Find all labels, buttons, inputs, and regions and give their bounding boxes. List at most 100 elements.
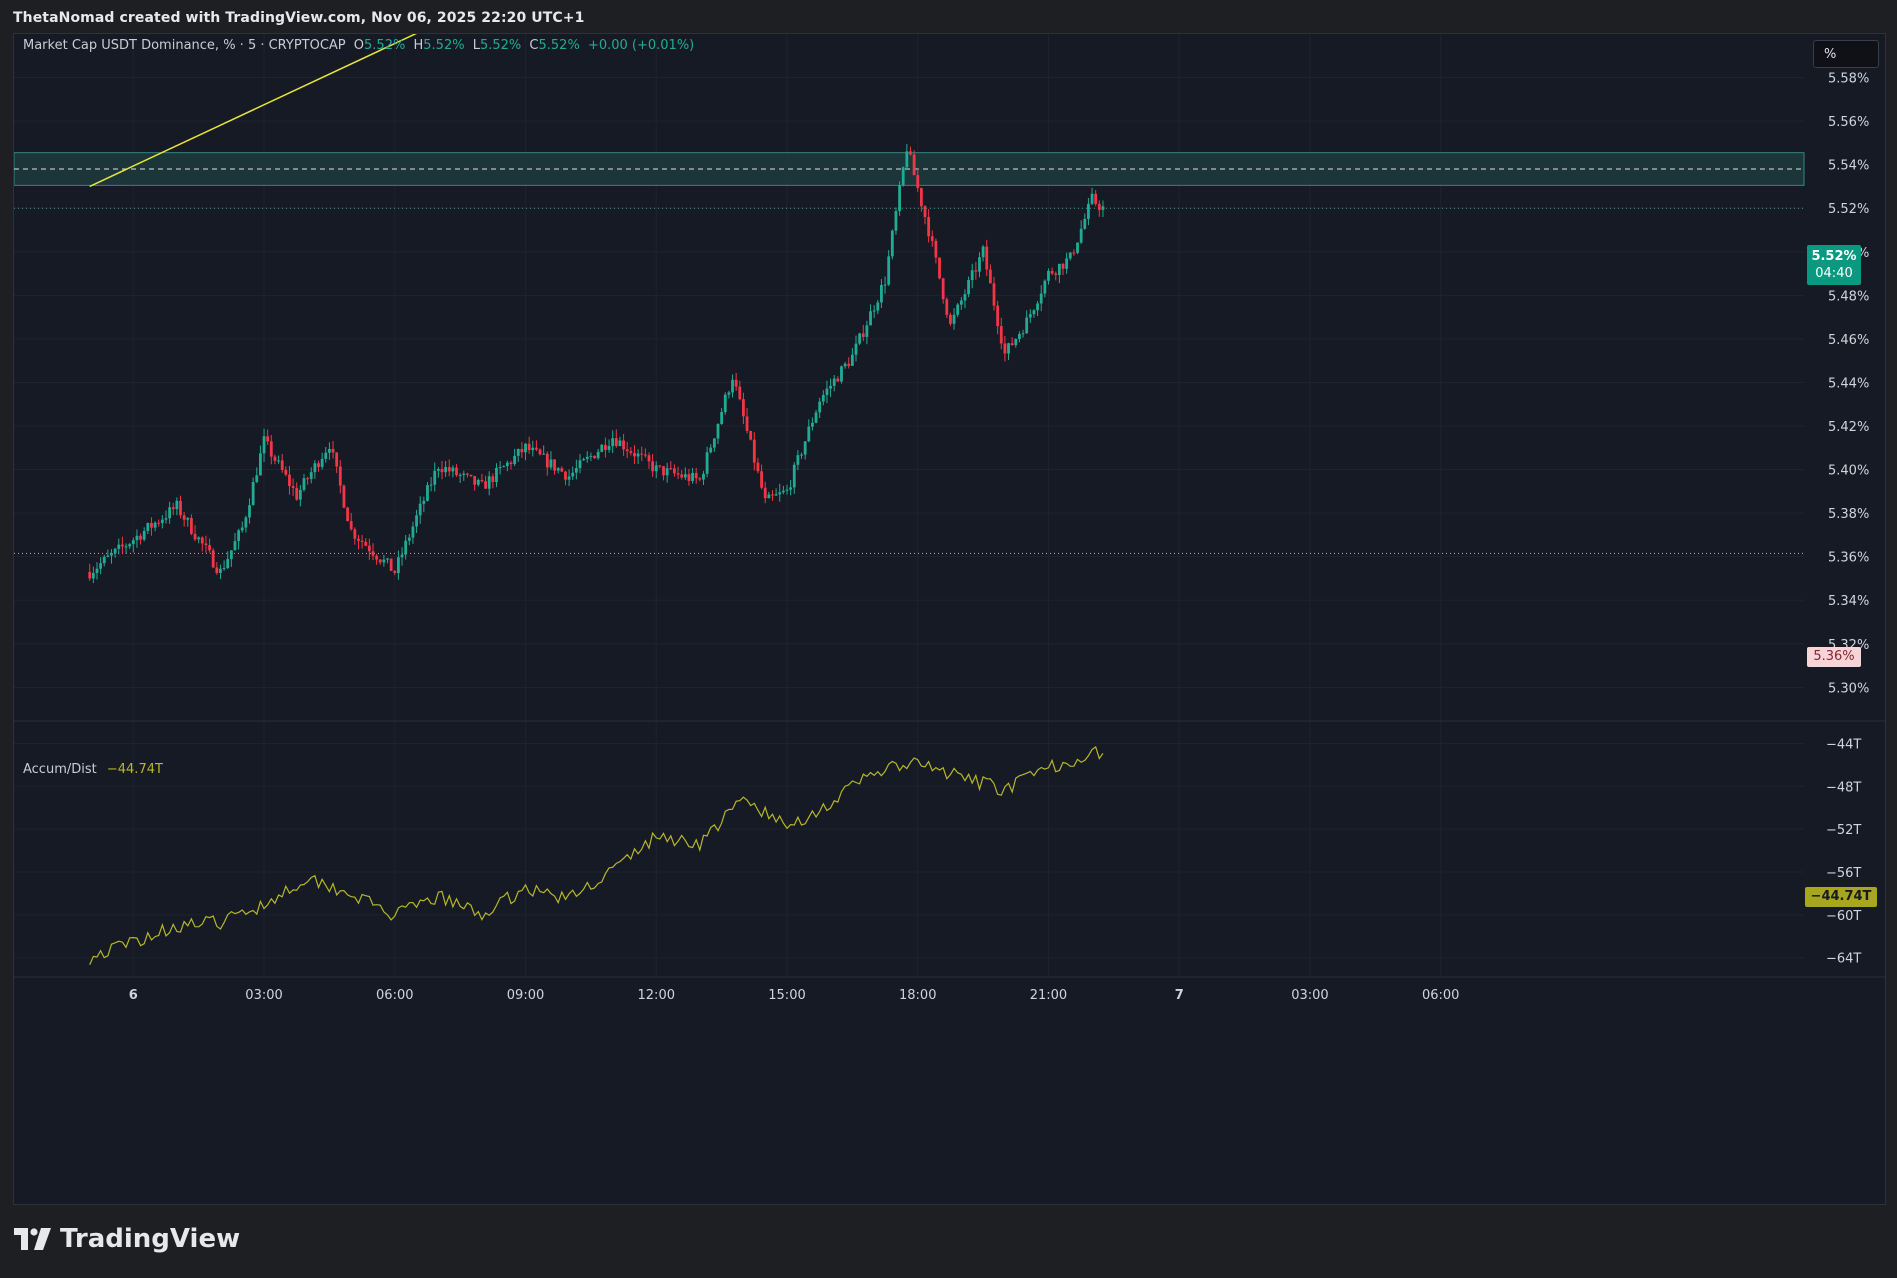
candle-body <box>970 270 974 281</box>
candle-body <box>712 438 716 448</box>
candle-body <box>509 462 513 465</box>
candle-body <box>876 302 880 311</box>
price-tick-label: 5.52% <box>1828 202 1869 217</box>
candle-body <box>818 401 822 413</box>
candle-body <box>524 443 527 453</box>
attribution-header: ThetaNomad created with TradingView.com,… <box>13 10 585 26</box>
price-tick-label: 5.56% <box>1828 115 1869 130</box>
candle-body <box>767 494 771 499</box>
candle-body <box>629 451 633 453</box>
candle-body <box>222 568 226 570</box>
unit-toggle-button[interactable]: % <box>1813 40 1879 68</box>
candle-body <box>255 475 259 483</box>
candle-body <box>335 452 339 467</box>
candle-body <box>582 459 586 461</box>
candle-body <box>662 466 665 476</box>
candle-body <box>153 522 157 528</box>
candle-body <box>451 467 455 472</box>
candle-body <box>259 453 262 476</box>
candle-body <box>847 363 851 366</box>
candle-body <box>872 310 876 312</box>
candle-body <box>1010 343 1014 346</box>
candle-body <box>967 280 970 295</box>
candle-body <box>364 541 368 546</box>
candle-body <box>869 311 872 326</box>
candle-body <box>901 167 905 186</box>
x-tick-label: 06:00 <box>376 988 413 1003</box>
candle-body <box>248 505 251 518</box>
candle-body <box>342 485 346 508</box>
candle-body <box>346 507 349 522</box>
candle-body <box>197 537 201 540</box>
chart-canvas[interactable]: 5.58%5.56%5.54%5.52%5.50%5.48%5.46%5.44%… <box>14 34 1885 1204</box>
indicator-legend: Accum/Dist −44.74T <box>23 762 163 777</box>
price-tick-label: 5.40% <box>1828 464 1869 479</box>
candle-body <box>745 416 749 432</box>
candle-body <box>418 503 422 516</box>
candle-body <box>890 230 894 257</box>
candle-body <box>738 386 742 400</box>
bar-countdown: 04:40 <box>1815 266 1853 281</box>
candle-body <box>531 447 535 451</box>
candle-body <box>956 304 960 315</box>
ad-tick-label: −44T <box>1826 737 1861 752</box>
indicator-name[interactable]: Accum/Dist <box>23 762 97 777</box>
candle-body <box>400 554 404 558</box>
candle-body <box>1087 203 1090 219</box>
x-tick-label: 21:00 <box>1030 988 1067 1003</box>
candle-body <box>208 545 211 551</box>
candle-body <box>774 494 778 496</box>
candle-body <box>280 460 284 470</box>
candle-body <box>643 454 647 456</box>
candle-body <box>694 472 698 479</box>
candle-body <box>389 558 393 571</box>
candle-body <box>302 478 306 490</box>
price-tick-label: 5.48% <box>1828 289 1869 304</box>
candle-body <box>360 540 364 542</box>
brand-name: TradingView <box>60 1224 241 1254</box>
candle-body <box>894 211 898 231</box>
candle-body <box>382 559 386 563</box>
candle-body <box>1050 270 1054 274</box>
chart-frame[interactable]: 5.58%5.56%5.54%5.52%5.50%5.48%5.46%5.44%… <box>13 33 1886 1205</box>
candle-body <box>298 489 302 500</box>
candle-body <box>647 455 651 462</box>
candle-body <box>785 489 789 491</box>
open-value: 5.52% <box>364 38 406 53</box>
candle-body <box>1079 228 1083 243</box>
candle-body <box>709 447 713 453</box>
candle-body <box>367 545 371 552</box>
open-label: O <box>353 38 365 53</box>
candle-body <box>233 541 237 551</box>
candle-body <box>476 479 480 485</box>
price-tick-label: 5.36% <box>1828 551 1869 566</box>
candle-body <box>930 236 934 241</box>
candle-body <box>480 479 484 482</box>
candle-body <box>825 388 829 395</box>
indicator-value: −44.74T <box>106 762 163 777</box>
candle-body <box>357 538 360 541</box>
candle-body <box>840 366 843 382</box>
candle-body <box>309 472 313 479</box>
candle-body <box>1083 218 1087 229</box>
last-price-value: 5.52% <box>1811 249 1857 264</box>
tradingview-logo[interactable]: TradingView <box>14 1224 240 1254</box>
candle-body <box>95 568 99 573</box>
candle-body <box>1101 206 1105 210</box>
trendline <box>89 34 417 188</box>
candle-body <box>386 558 389 560</box>
symbol-name[interactable]: Market Cap USDT Dominance, % · 5 · CRYPT… <box>23 38 346 53</box>
candle-body <box>175 500 179 510</box>
candle-body <box>949 314 952 324</box>
candle-body <box>353 529 357 539</box>
candle-body <box>1097 203 1101 210</box>
candle-body <box>571 472 575 477</box>
candle-body <box>1090 193 1094 204</box>
candle-body <box>397 557 400 574</box>
candle-body <box>182 515 186 520</box>
candle-body <box>447 467 451 472</box>
candle-body <box>284 469 288 475</box>
candle-body <box>415 515 418 527</box>
price-tick-label: 5.46% <box>1828 333 1869 348</box>
x-tick-label: 15:00 <box>768 988 805 1003</box>
